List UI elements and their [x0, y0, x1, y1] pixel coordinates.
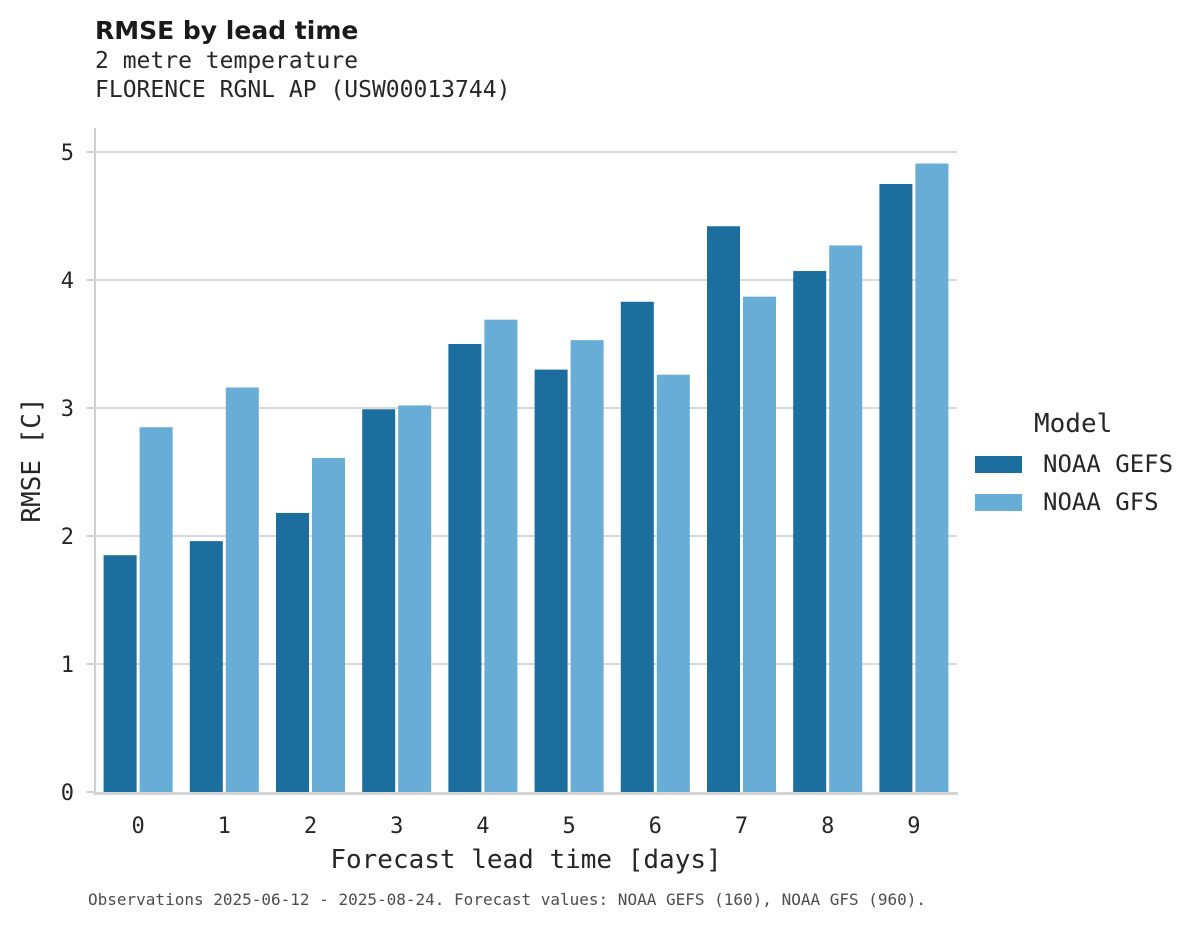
chart-subtitle-station: FLORENCE RGNL AP (USW00013744) — [95, 77, 511, 103]
legend-swatch-gfs — [975, 493, 1022, 511]
bar-noaa-gfs-6 — [656, 374, 690, 792]
y-tick-label-5: 5 — [61, 141, 74, 166]
legend-label-gefs: NOAA GEFS — [1043, 450, 1174, 478]
bar-noaa-gefs-4 — [448, 344, 482, 792]
bar-noaa-gefs-2 — [276, 512, 309, 792]
legend: Model NOAA GEFS NOAA GFS — [975, 408, 1195, 516]
legend-label-gfs: NOAA GFS — [1043, 488, 1159, 516]
x-tick-label-2: 2 — [304, 814, 317, 839]
x-tick-label-5: 5 — [562, 814, 575, 839]
bar-noaa-gfs-3 — [398, 405, 432, 792]
legend-title: Model — [1034, 409, 1113, 439]
y-axis-label: RMSE [C] — [17, 397, 47, 522]
bar-noaa-gefs-8 — [793, 271, 827, 792]
x-axis-label: Forecast lead time [days] — [330, 845, 721, 875]
y-tick-label-1: 1 — [61, 653, 74, 678]
bar-noaa-gfs-5 — [570, 340, 604, 792]
bar-noaa-gfs-4 — [484, 319, 518, 792]
bar-noaa-gefs-3 — [362, 409, 396, 792]
x-tick-label-8: 8 — [821, 814, 834, 839]
chart-header: RMSE by lead time 2 metre temperature FL… — [95, 14, 510, 105]
legend-entry-gfs: NOAA GFS — [975, 488, 1195, 516]
x-tick-label-0: 0 — [131, 814, 144, 839]
bar-noaa-gefs-1 — [189, 541, 223, 792]
legend-swatch-gefs — [975, 455, 1022, 473]
page-title: RMSE by lead time — [95, 16, 359, 45]
x-tick-label-7: 7 — [735, 814, 748, 839]
legend-entry-gefs: NOAA GEFS — [975, 450, 1195, 478]
bar-noaa-gfs-9 — [915, 163, 949, 792]
bar-noaa-gfs-2 — [312, 457, 345, 792]
bar-noaa-gefs-0 — [103, 555, 137, 792]
bar-noaa-gfs-8 — [829, 245, 863, 792]
x-tick-label-4: 4 — [476, 814, 489, 839]
x-tick-label-9: 9 — [907, 814, 920, 839]
bar-noaa-gefs-7 — [707, 226, 740, 793]
x-tick-label-6: 6 — [649, 814, 662, 839]
y-tick-label-2: 2 — [61, 525, 74, 550]
x-tick-label-1: 1 — [218, 814, 231, 839]
bar-noaa-gefs-6 — [620, 301, 654, 792]
y-tick-label-3: 3 — [61, 397, 74, 422]
y-tick-label-4: 4 — [61, 269, 74, 294]
bar-noaa-gfs-1 — [225, 387, 259, 792]
x-tick-label-3: 3 — [390, 814, 403, 839]
bar-noaa-gfs-0 — [139, 427, 173, 792]
bar-noaa-gfs-7 — [743, 296, 776, 792]
bar-noaa-gefs-9 — [879, 184, 913, 792]
bar-noaa-gefs-5 — [534, 369, 568, 792]
y-tick-label-0: 0 — [61, 781, 74, 806]
footnote: Observations 2025-06-12 - 2025-08-24. Fo… — [88, 890, 927, 909]
chart-subtitle-variable: 2 metre temperature — [95, 48, 359, 74]
